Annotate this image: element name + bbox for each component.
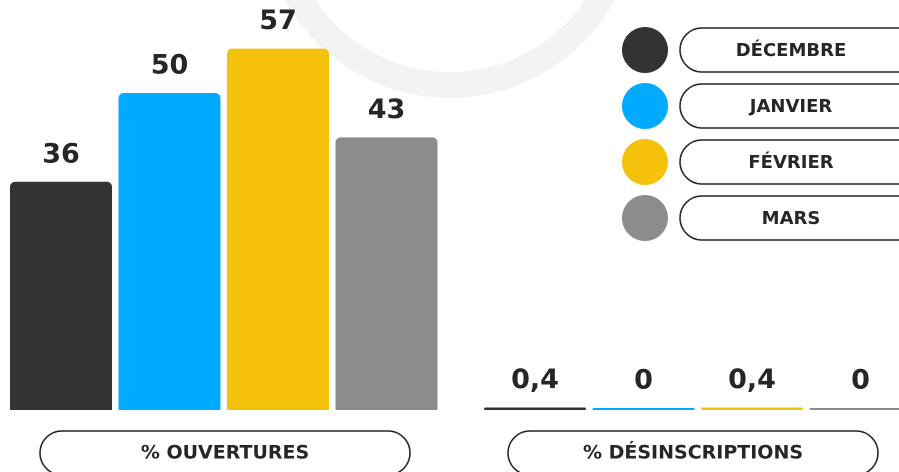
legend-label: DÉCEMBRE: [736, 39, 847, 61]
legend-swatch: [622, 83, 668, 129]
legend-pill: [679, 27, 899, 73]
legend-label: MARS: [762, 208, 821, 229]
baseline-cover: [0, 410, 899, 430]
legend-pill: [679, 83, 899, 129]
legend-label: FÉVRIER: [748, 151, 833, 173]
value-label: 0,4: [728, 364, 776, 395]
x-tick-label: % OUVERTURES: [141, 442, 309, 464]
legend-swatch: [622, 27, 668, 73]
value-label: 57: [259, 5, 297, 36]
legend-swatch: [622, 139, 668, 185]
legend-pill: [679, 195, 899, 241]
bar: [118, 93, 221, 414]
value-label: 43: [368, 94, 406, 125]
bar: [701, 407, 803, 410]
category-pill: [507, 430, 879, 472]
value-label: 50: [151, 50, 189, 81]
value-label: 0: [851, 365, 870, 396]
bar: [484, 407, 586, 410]
bar: [335, 137, 438, 414]
watermark: [284, 0, 616, 98]
legend-pill: [679, 139, 899, 185]
legend-swatch: [622, 195, 668, 241]
bar: [227, 48, 329, 415]
x-tick-label: % DÉSINSCRIPTIONS: [583, 441, 803, 464]
value-label: 0,4: [511, 364, 559, 395]
bar: [809, 408, 899, 410]
category-pill: [39, 430, 411, 472]
bar: [592, 408, 695, 410]
value-label: 36: [42, 138, 80, 169]
bar: [10, 181, 112, 414]
value-label: 0: [634, 365, 653, 396]
legend-label: JANVIER: [748, 96, 833, 117]
